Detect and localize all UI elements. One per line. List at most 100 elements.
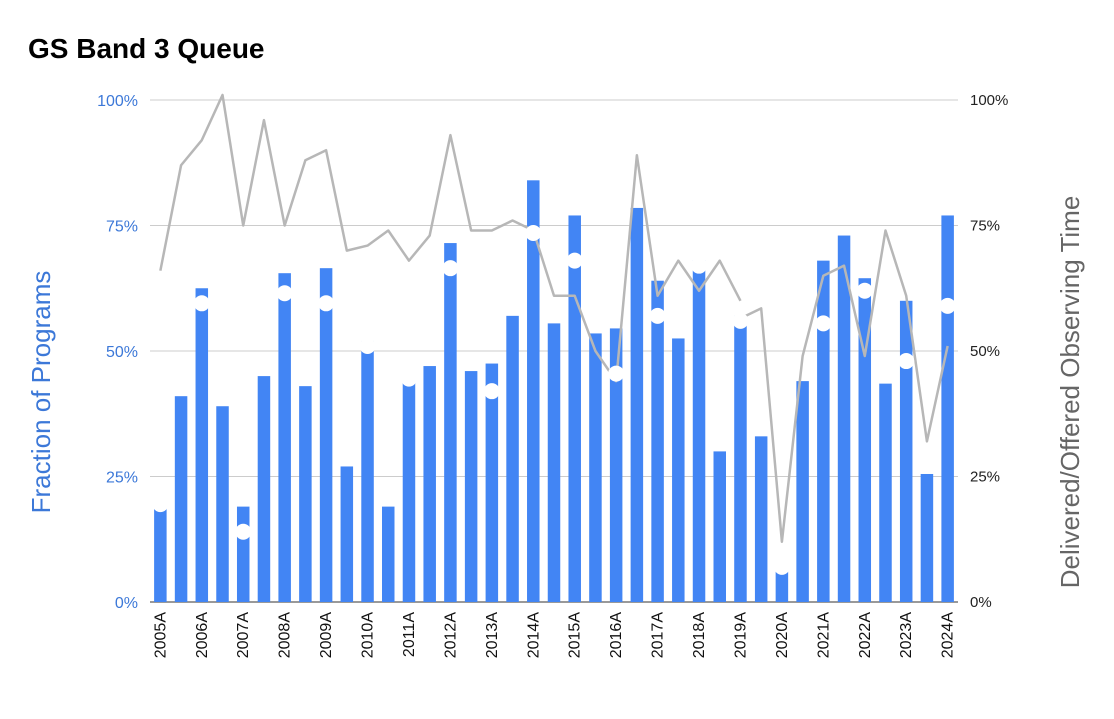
bar [879,383,892,602]
right-axis-title: Delivered/Offered Observing Time [1055,196,1085,589]
bar [858,278,872,602]
bar [672,338,685,602]
data-point [732,312,749,329]
x-tick-label: 2020A [774,612,791,659]
x-tick-label: 2008A [277,612,294,659]
bar [568,215,581,602]
bar [319,268,333,602]
line-series [159,93,949,544]
right-tick-label: 50% [970,343,1000,360]
x-tick-label: 2010A [360,612,377,659]
data-point [898,353,915,370]
bar [651,280,664,602]
bar [506,315,519,602]
x-tick-label: 2019A [732,612,749,659]
right-tick-label: 75% [970,218,1000,235]
bar [920,473,934,602]
x-tick-label: 2007A [235,612,252,659]
x-tick-label: 2005A [152,612,169,659]
bar [340,466,354,602]
x-tick-label: 2014A [525,612,542,659]
series-line [739,229,949,544]
data-point [815,315,832,332]
right-tick-label: 100% [970,92,1008,109]
bar [527,180,540,602]
bar [444,243,457,602]
bar [734,315,747,602]
bar [236,506,250,602]
x-tick-label: 2024A [940,612,957,659]
data-point [318,295,335,312]
x-tick-label: 2016A [608,612,625,659]
x-tick-label: 2011A [401,612,418,657]
data-point [442,260,459,277]
left-tick-label: 25% [106,470,138,487]
left-tick-label: 50% [106,344,138,361]
data-point [525,225,542,242]
data-point [773,558,790,575]
bar [382,506,395,602]
data-point [152,496,169,513]
bar [796,381,809,602]
bar [713,451,726,602]
data-point [193,295,210,312]
point-series [152,225,956,575]
bar [589,333,602,602]
left-tick-label: 75% [106,219,138,236]
bar [817,260,830,602]
bar [941,215,954,602]
x-tick-label: 2022A [857,612,874,659]
data-point [235,523,252,540]
bar [299,386,312,602]
x-tick-label: 2009A [318,612,335,659]
x-tick-label: 2021A [815,612,832,659]
data-point [649,307,666,324]
data-point [483,383,500,400]
bar [216,406,229,602]
left-axis-ticks: 0% 25% 50% 75% 100% [97,93,138,612]
x-tick-label: 2017A [650,612,667,659]
left-axis-title: Fraction of Programs [26,271,56,514]
bar [485,363,499,602]
x-tick-label: 2023A [898,612,915,659]
series-line [159,93,742,383]
x-tick-label: 2012A [442,612,459,659]
right-tick-label: 25% [970,469,1000,486]
bar [609,328,623,602]
bar [837,235,851,603]
bar [361,340,374,602]
bar [257,376,271,602]
x-tick-label: 2018A [691,612,708,659]
data-point [400,370,417,387]
left-tick-label: 0% [115,595,138,612]
left-tick-label: 100% [97,93,138,110]
x-tick-label: 2013A [484,612,501,659]
x-tick-label: 2006A [194,612,211,659]
bar [423,366,436,602]
data-point [608,365,625,382]
bar [464,371,478,602]
x-tick-label: 2015A [567,612,584,659]
bar [754,436,768,602]
bar [775,566,789,602]
bar [692,260,706,602]
right-tick-label: 0% [970,594,992,611]
data-point [359,337,376,354]
chart-title: GS Band 3 Queue [28,33,265,64]
bar-series [154,180,954,603]
bar [154,501,167,602]
bar [402,376,416,602]
data-point [276,285,293,302]
bar [278,273,291,602]
bar [899,300,913,602]
bar [547,323,561,602]
right-axis-ticks: 0% 25% 50% 75% 100% [970,92,1008,611]
data-point [939,297,956,314]
data-point [566,252,583,269]
data-point [691,257,708,274]
x-axis-ticks: 2005A 2006A 2007A 2008A 2009A 2010A 2011A 2012A… [152,612,956,659]
data-point [856,282,873,299]
bar [195,288,209,602]
bar [174,396,188,602]
